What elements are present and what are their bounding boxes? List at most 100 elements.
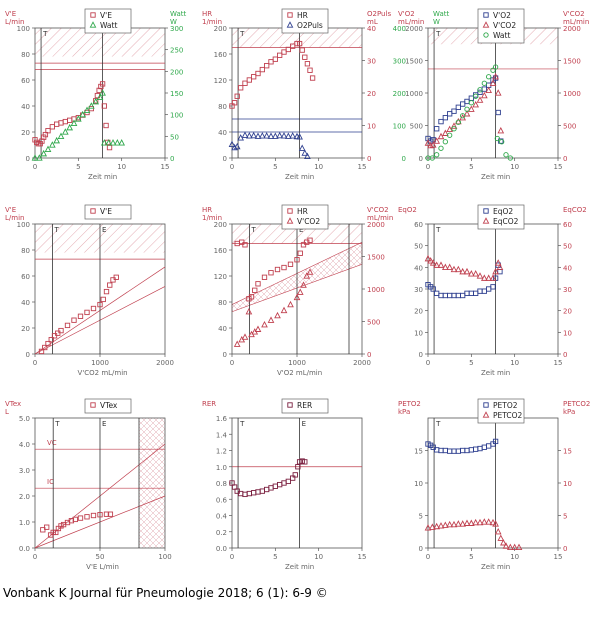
x-tick-label: 15 (554, 553, 563, 561)
vline-label: T (42, 30, 48, 38)
data-point (299, 47, 305, 53)
x-tick-label: 15 (161, 163, 170, 171)
y-tick-label: 200 (214, 25, 227, 33)
right-tick-label: 50 (170, 133, 179, 141)
data-point (494, 259, 502, 266)
legend-marker (482, 411, 490, 418)
data-point (511, 543, 519, 550)
x-tick-label: 10 (314, 163, 323, 171)
data-point (264, 63, 270, 69)
legend-marker (287, 12, 293, 18)
legend-box (281, 398, 329, 414)
data-point (460, 292, 466, 299)
x-tick-label: 5 (469, 359, 473, 367)
x-tick-label: 0 (426, 553, 430, 561)
data-point (454, 117, 462, 125)
data-point (472, 518, 480, 526)
data-point (280, 306, 288, 314)
data-point (507, 155, 513, 161)
data-point (285, 478, 291, 485)
data-point (424, 139, 432, 146)
y-tick-label: 80 (218, 103, 227, 111)
data-point (300, 281, 307, 288)
data-point (272, 56, 278, 62)
legend-marker (482, 21, 490, 28)
data-point (251, 490, 257, 496)
y-tick-label: 2000 (405, 25, 423, 33)
data-point (301, 149, 309, 156)
series-vco2 (424, 72, 505, 149)
x-tick-label: 0 (33, 163, 37, 171)
data-point (67, 117, 73, 123)
y-tick-label: 0.2 (216, 529, 227, 537)
right-tick-label: 20 (563, 308, 572, 316)
left-axis-unit: 1/min (202, 214, 222, 222)
right-tick-label: 50 (563, 243, 572, 251)
data-point (242, 491, 248, 498)
data-point (455, 448, 461, 454)
x-tick-label: 2000 (156, 359, 174, 367)
y-tick-label: 20 (21, 325, 30, 333)
y-tick-label: 0 (223, 351, 227, 359)
y-tick-label: 160 (214, 247, 227, 255)
data-point (302, 459, 308, 465)
data-point (515, 543, 523, 550)
y-tick-label: 0.0 (19, 545, 30, 553)
y-tick-label: 50 (414, 243, 423, 251)
data-point (71, 317, 77, 323)
data-point (90, 512, 97, 519)
right-tick-label: 10 (563, 480, 572, 488)
y-tick-label: 1.4 (216, 431, 228, 439)
right-tick-label: 1000 (367, 286, 385, 294)
legend-marker (89, 21, 97, 28)
data-point (497, 269, 503, 275)
data-point (486, 286, 492, 292)
right-axis-unit: mL/min (367, 214, 393, 222)
x-tick-label: 5 (273, 163, 277, 171)
data-point (250, 131, 258, 139)
x-tick-label: 2000 (353, 359, 371, 367)
y-tick-label: 160 (214, 51, 227, 59)
data-point (101, 103, 107, 109)
data-point (281, 480, 287, 486)
x-axis-label: Zeit min (481, 369, 510, 377)
data-point (35, 154, 43, 161)
series-ve (32, 81, 113, 151)
data-point (277, 52, 283, 58)
legend-marker (287, 402, 293, 408)
data-point (84, 309, 90, 316)
y-tick-label: 0 (419, 155, 423, 163)
right-tick-label: 0 (563, 351, 567, 359)
data-point (271, 132, 279, 139)
data-point (464, 106, 470, 112)
data-point (489, 518, 497, 526)
right-tick-label: 500 (367, 319, 380, 327)
x-axis-label: V'CO2 mL/min (78, 369, 128, 377)
data-point (485, 518, 493, 525)
legend-label: V'CO2 (493, 21, 516, 30)
caption: Vonbank K Journal für Pneumologie 2018; … (3, 586, 328, 600)
data-point (424, 524, 432, 531)
data-point (454, 265, 462, 273)
data-point (446, 263, 454, 270)
legend-label: V'O2 (493, 11, 511, 20)
data-point (492, 267, 499, 275)
legend-label: RER (297, 401, 312, 410)
data-point (109, 139, 117, 146)
data-point (39, 138, 45, 144)
data-point (486, 443, 492, 449)
x-axis-label: Zeit min (88, 173, 117, 181)
data-point (429, 155, 435, 161)
right-tick-label: 10 (563, 329, 572, 337)
data-point (268, 485, 274, 491)
x-axis-label: Zeit min (285, 563, 314, 571)
vline-label: E (102, 226, 106, 234)
series-vco2 (233, 268, 314, 347)
hatch-region (232, 28, 362, 48)
data-point (451, 126, 457, 132)
left-axis-unit: mL/min (398, 18, 424, 26)
data-point (234, 93, 240, 99)
data-point (468, 95, 474, 101)
